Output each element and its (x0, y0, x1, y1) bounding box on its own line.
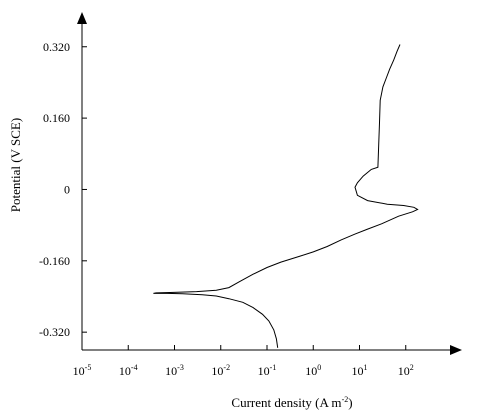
x-tick-label: 101 (352, 363, 368, 378)
y-tick-label: -0.320 (39, 325, 70, 339)
series-layer (153, 44, 419, 348)
x-tick-label: 10-1 (258, 363, 277, 378)
x-tick-label: 100 (305, 363, 321, 378)
y-ticks: 0.320 0.160 0 -0.160 -0.320 (39, 40, 87, 339)
y-tick-label: 0.160 (43, 111, 70, 125)
x-tick-label: 10-2 (211, 363, 230, 378)
x-tick-label: 10-4 (119, 363, 138, 378)
y-tick-label: -0.160 (39, 254, 70, 268)
x-tick-label: 10-5 (73, 363, 92, 378)
y-axis-title: Potential (V SCE) (8, 118, 23, 212)
y-tick-label: 0 (64, 182, 70, 196)
x-tick-label: 102 (398, 363, 414, 378)
y-tick-label: 0.320 (43, 40, 70, 54)
x-ticks: 10-5 10-4 10-3 10-2 10-1 100 101 102 (73, 345, 414, 378)
x-axis-title: Current density (A m-2) (231, 395, 352, 410)
y-axis-arrow-icon (77, 12, 87, 24)
x-axis-arrow-icon (450, 345, 462, 355)
x-tick-label: 10-3 (165, 363, 184, 378)
polarization-curve-line (153, 44, 419, 348)
axes (77, 12, 462, 355)
